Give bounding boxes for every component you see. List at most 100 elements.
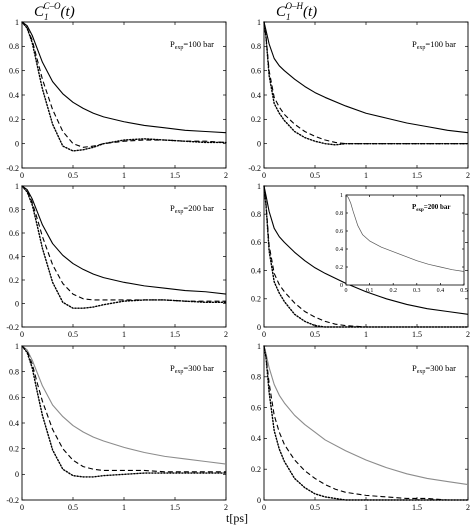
x-tick-label: 0.2 bbox=[389, 288, 397, 294]
series-dotted-line bbox=[21, 21, 227, 152]
x-tick-label: 2 bbox=[224, 330, 228, 339]
series-dashed-line bbox=[21, 185, 226, 302]
x-tick-label: 2 bbox=[466, 503, 470, 512]
x-tick-label: 1 bbox=[122, 171, 126, 180]
series-dotted-line bbox=[263, 185, 469, 328]
y-tick-label: 1 bbox=[15, 18, 19, 27]
x-tick-label: 1 bbox=[364, 503, 368, 512]
series-dotted-line bbox=[21, 185, 227, 309]
y-tick-label: 0.4 bbox=[251, 434, 261, 443]
y-tick-label: 0.8 bbox=[251, 373, 261, 382]
pressure-label: Pexp=200 bar bbox=[412, 203, 451, 213]
y-tick-label: 0 bbox=[257, 496, 261, 505]
panel-5: 0 0.5 1 1.5 2 0 0.2 0.4 0.6 0.8 1 Pexp=300 bar bbox=[251, 342, 470, 512]
series-dotted-line bbox=[263, 21, 469, 146]
y-tick-label: 0.2 bbox=[251, 115, 261, 124]
col-title-oh: C1O–H(t) bbox=[276, 1, 317, 22]
y-tick-label: 1 bbox=[257, 342, 261, 351]
x-tick-label: 0 bbox=[20, 171, 24, 180]
x-tick-label: 0.5 bbox=[310, 330, 320, 339]
y-tick-label: 0.6 bbox=[251, 66, 261, 75]
x-tick-label: 1 bbox=[122, 330, 126, 339]
pressure-label: Pexp=300 bar bbox=[412, 363, 456, 375]
y-tick-label: 0.8 bbox=[251, 210, 261, 219]
x-tick-label: 0.1 bbox=[366, 288, 374, 294]
y-tick-label: 0.2 bbox=[251, 295, 261, 304]
x-tick-label: 0.4 bbox=[437, 288, 445, 294]
y-tick-label: 0.2 bbox=[9, 276, 19, 285]
y-tick-label: 1 bbox=[15, 342, 19, 351]
y-tick-label: 1 bbox=[257, 18, 261, 27]
inset-3: 0 0.1 0.2 0.3 0.4 0.5 0 0.2 0.4 0.6 0.8 1 Pexp=200 b… bbox=[336, 193, 468, 294]
y-tick-label: 0.4 bbox=[251, 266, 261, 275]
y-tick-label: 0.4 bbox=[9, 91, 19, 100]
y-tick-label: 0.6 bbox=[9, 66, 19, 75]
x-tick-label: 2 bbox=[466, 171, 470, 180]
x-tick-label: 0.5 bbox=[310, 503, 320, 512]
y-tick-label: 0.6 bbox=[251, 403, 261, 412]
y-tick-label: 0.8 bbox=[9, 205, 19, 214]
y-tick-label: 0.6 bbox=[336, 229, 344, 235]
y-tick-label: 0.8 bbox=[336, 211, 344, 217]
y-tick-label: 0.4 bbox=[9, 419, 19, 428]
pressure-label: Pexp=100 bar bbox=[170, 39, 214, 51]
y-tick-label: 0.4 bbox=[9, 252, 19, 261]
series-solid-line bbox=[21, 185, 227, 295]
x-tick-label: 0 bbox=[262, 503, 266, 512]
y-tick-label: 0.8 bbox=[9, 367, 19, 376]
plot-frame bbox=[345, 194, 465, 286]
series-dotted-line bbox=[263, 345, 469, 501]
series-dashed-line bbox=[263, 21, 468, 145]
y-tick-label: 0.8 bbox=[251, 42, 261, 51]
y-tick-label: 0.6 bbox=[9, 393, 19, 402]
plot-frame bbox=[21, 345, 227, 501]
series-solid-line bbox=[345, 194, 465, 272]
x-tick-label: 0.5 bbox=[68, 330, 78, 339]
x-tick-label: 2 bbox=[466, 330, 470, 339]
series-dashed-line bbox=[263, 345, 468, 501]
y-tick-label: 0 bbox=[15, 470, 19, 479]
y-tick-label: -0.2 bbox=[6, 323, 19, 332]
x-tick-label: 1.5 bbox=[412, 330, 422, 339]
x-tick-label: 2 bbox=[224, 503, 228, 512]
x-tick-label: 0.5 bbox=[68, 171, 78, 180]
series-solid-line bbox=[21, 21, 227, 134]
y-tick-label: 1 bbox=[257, 182, 261, 191]
series-solid-line bbox=[21, 345, 227, 465]
x-tick-label: 1.5 bbox=[412, 171, 422, 180]
x-tick-label: 1.5 bbox=[412, 503, 422, 512]
pressure-label: Pexp=200 bar bbox=[170, 203, 214, 215]
x-tick-label: 1 bbox=[122, 503, 126, 512]
y-tick-label: 0.6 bbox=[251, 238, 261, 247]
series-solid-line bbox=[263, 21, 469, 134]
y-tick-label: 0.6 bbox=[9, 229, 19, 238]
pressure-label: Pexp=300 bar bbox=[170, 363, 214, 375]
y-tick-label: 0.8 bbox=[9, 42, 19, 51]
x-tick-label: 2 bbox=[224, 171, 228, 180]
y-tick-label: -0.2 bbox=[6, 164, 19, 173]
y-tick-label: -0.2 bbox=[6, 496, 19, 505]
x-tick-label: 1 bbox=[364, 171, 368, 180]
x-tick-label: 1.5 bbox=[170, 503, 180, 512]
y-tick-label: 0 bbox=[257, 139, 261, 148]
x-tick-label: 1.5 bbox=[170, 330, 180, 339]
col-title-co: C1C–O(t) bbox=[34, 1, 75, 22]
series-dashed-line bbox=[21, 345, 226, 473]
series-dashed-line bbox=[263, 185, 468, 328]
plot-frame bbox=[263, 345, 469, 501]
pressure-label: Pexp=100 bar bbox=[412, 39, 456, 51]
y-tick-label: -0.2 bbox=[248, 164, 261, 173]
y-tick-label: 0 bbox=[15, 299, 19, 308]
y-tick-label: 0 bbox=[257, 323, 261, 332]
x-tick-label: 1 bbox=[364, 330, 368, 339]
x-axis-label: t[ps] bbox=[226, 511, 248, 525]
x-tick-label: 0 bbox=[345, 288, 348, 294]
x-tick-label: 0.5 bbox=[68, 503, 78, 512]
series-solid-line bbox=[263, 345, 469, 486]
x-tick-label: 1.5 bbox=[170, 171, 180, 180]
y-tick-label: 0.4 bbox=[336, 247, 344, 253]
